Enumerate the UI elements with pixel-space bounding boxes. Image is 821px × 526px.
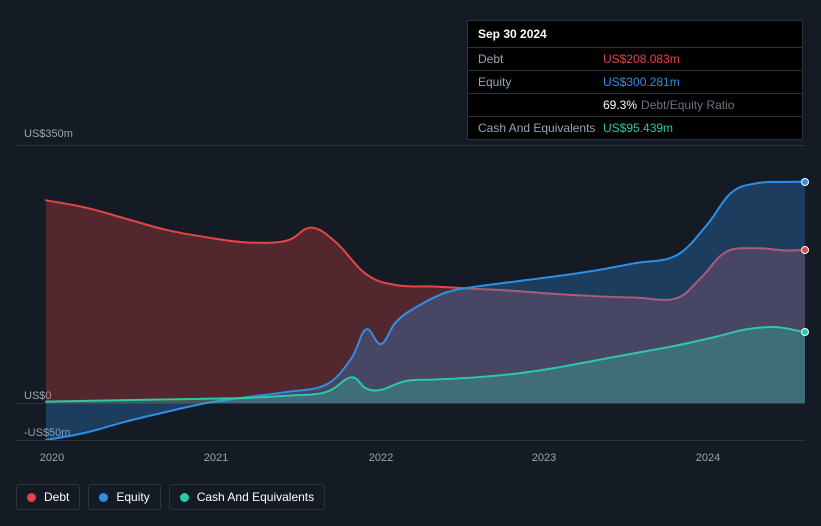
tooltip-row-label — [478, 98, 603, 112]
y-axis-label: US$350m — [24, 128, 73, 140]
tooltip-row-label: Debt — [478, 52, 603, 66]
tooltip-rows: DebtUS$208.083mEquityUS$300.281m69.3%Deb… — [468, 48, 802, 139]
series-end-marker — [801, 178, 809, 186]
tooltip-row-value: US$208.083m — [603, 52, 680, 66]
tooltip-row-secondary: Debt/Equity Ratio — [641, 98, 734, 112]
tooltip-row: 69.3%Debt/Equity Ratio — [468, 94, 802, 117]
legend-label: Debt — [44, 490, 69, 504]
legend-label: Cash And Equivalents — [197, 490, 314, 504]
grid-line — [16, 440, 805, 441]
x-axis-label: 2023 — [532, 452, 556, 464]
series-end-marker — [801, 246, 809, 254]
x-axis-label: 2024 — [696, 452, 720, 464]
legend-dot-icon — [180, 493, 189, 502]
legend-label: Equity — [116, 490, 149, 504]
tooltip-row-value: 69.3%Debt/Equity Ratio — [603, 98, 734, 112]
x-axis-label: 2021 — [204, 452, 228, 464]
legend-dot-icon — [99, 493, 108, 502]
tooltip-date: Sep 30 2024 — [468, 21, 802, 48]
chart-tooltip: Sep 30 2024 DebtUS$208.083mEquityUS$300.… — [467, 20, 803, 140]
tooltip-row: Cash And EquivalentsUS$95.439m — [468, 117, 802, 139]
legend-dot-icon — [27, 493, 36, 502]
legend-item[interactable]: Equity — [88, 484, 160, 510]
chart-plot — [16, 145, 805, 440]
tooltip-row: DebtUS$208.083m — [468, 48, 802, 71]
x-axis-label: 2022 — [369, 452, 393, 464]
chart-legend: Debt Equity Cash And Equivalents — [16, 484, 325, 510]
tooltip-row: EquityUS$300.281m — [468, 71, 802, 94]
x-axis-label: 2020 — [40, 452, 64, 464]
tooltip-row-value: US$95.439m — [603, 121, 673, 135]
series-end-marker — [801, 328, 809, 336]
tooltip-row-label: Cash And Equivalents — [478, 121, 603, 135]
legend-item[interactable]: Debt — [16, 484, 80, 510]
tooltip-row-label: Equity — [478, 75, 603, 89]
tooltip-row-value: US$300.281m — [603, 75, 680, 89]
legend-item[interactable]: Cash And Equivalents — [169, 484, 325, 510]
